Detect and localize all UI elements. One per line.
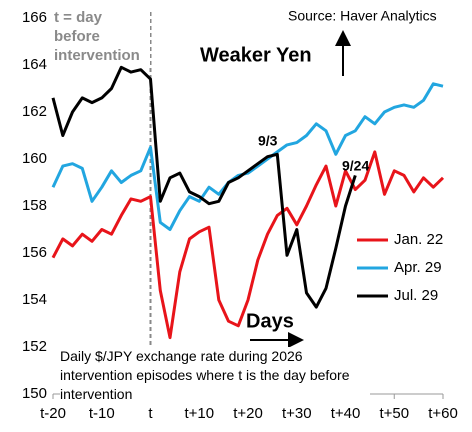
x-tick-label: t+40 [331,405,361,422]
x-tick-label: t-10 [89,405,115,422]
label-9-24: 9/24 [342,158,369,174]
x-tick-label: t+20 [233,405,263,422]
legend-label: Jul. 29 [394,287,438,304]
x-tick-label: t+60 [428,405,458,422]
legend-label: Jan. 22 [394,231,443,248]
label-9-3: 9/3 [258,133,278,149]
x-tick-label: t+10 [184,405,214,422]
series-line [51,150,445,340]
y-tick-label: 152 [22,338,47,355]
legend-label: Apr. 29 [394,259,442,276]
x-tick-label: t+30 [282,405,312,422]
series-line [51,65,357,309]
y-tick-label: 162 [22,103,47,120]
y-tick-label: 166 [22,9,47,26]
intervention-note: t = day before intervention [54,8,150,65]
x-tick-label: t-20 [40,405,66,422]
series-line [51,82,444,231]
y-tick-label: 158 [22,197,47,214]
y-tick-label: 154 [22,291,47,308]
caption: Daily $/JPY exchange rate during 2026 in… [60,347,370,404]
y-tick-label: 164 [22,56,47,73]
weaker-yen: Weaker Yen [200,44,312,66]
x-tick-label: t+50 [379,405,409,422]
y-tick-label: 156 [22,244,47,261]
y-tick-label: 160 [22,150,47,167]
source: Source: Haver Analytics [288,8,437,24]
days: Days [246,310,294,332]
y-tick-label: 150 [22,385,47,402]
x-tick-label: t [148,405,153,422]
